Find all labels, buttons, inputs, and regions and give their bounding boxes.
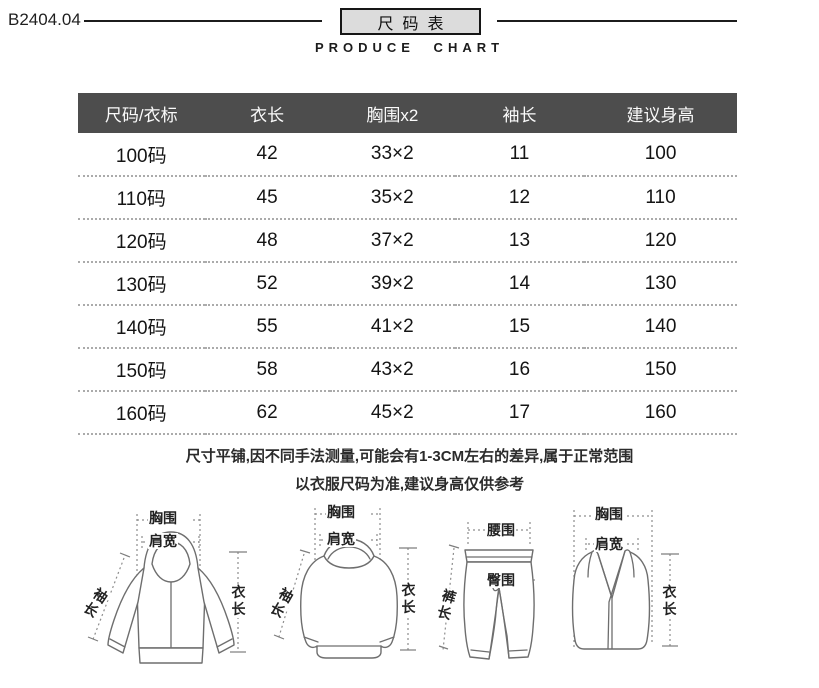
subtitle-text: PRODUCE CHART [314,40,505,55]
label-garment-length: 衣长 [661,584,678,618]
label-shoulder: 肩宽 [326,531,356,547]
label-garment-length: 衣长 [230,584,247,618]
cell-sleeve: 13 [454,219,585,263]
size-chart-title: 尺码表 [377,15,453,33]
cell-size: 150码 [78,348,205,392]
cell-height: 110 [584,176,737,220]
cell-chest: 45×2 [329,391,455,435]
table-row: 120码 48 37×2 13 120 [78,219,737,263]
cell-sleeve: 17 [454,391,585,435]
cell-height: 100 [584,133,737,177]
size-chart-title-box: 尺码表 [340,8,481,35]
garment-diagrams: 胸围 肩宽 袖长 衣长 胸围 肩宽 [0,500,819,688]
cell-sleeve: 14 [454,262,585,306]
table-header-row: 尺码/衣标 衣长 胸围x2 袖长 建议身高 [78,93,737,133]
diagram-vest: 胸围 肩宽 衣长 [558,500,698,688]
cell-size: 100码 [78,133,205,177]
header-rule-left [84,20,322,22]
cell-size: 120码 [78,219,205,263]
product-code: B2404.04 [8,10,81,29]
cell-chest: 35×2 [329,176,455,220]
cell-length: 58 [204,348,330,392]
table-row: 150码 58 43×2 16 150 [78,348,737,392]
size-table: 尺码/衣标 衣长 胸围x2 袖长 建议身高 100码 42 33×2 11 10… [78,93,737,435]
label-chest: 胸围 [148,510,178,526]
cell-length: 45 [204,176,330,220]
cell-length: 52 [204,262,330,306]
diagram-sweatshirt: 胸围 肩宽 袖长 衣长 [258,500,438,688]
cell-height: 120 [584,219,737,263]
measurement-notes: 尺寸平铺,因不同手法测量,可能会有1-3CM左右的差异,属于正常范围 以衣服尺码… [0,443,819,499]
cell-height: 160 [584,391,737,435]
cell-length: 55 [204,305,330,349]
label-chest: 胸围 [326,504,356,520]
cell-length: 42 [204,133,330,177]
note-line-2: 以衣服尺码为准,建议身高仅供参考 [294,476,525,493]
table-row: 110码 45 35×2 12 110 [78,176,737,220]
subtitle: PRODUCE CHART [0,40,819,55]
cell-size: 130码 [78,262,205,306]
cell-sleeve: 11 [454,133,585,177]
col-header-sleeve: 袖长 [454,93,585,133]
cell-size: 140码 [78,305,205,349]
col-header-garment-length: 衣长 [204,93,330,133]
cell-sleeve: 12 [454,176,585,220]
col-header-size: 尺码/衣标 [78,93,205,133]
table-row: 100码 42 33×2 11 100 [78,133,737,177]
size-table-header: 尺码/衣标 衣长 胸围x2 袖长 建议身高 [78,93,737,133]
table-row: 130码 52 39×2 14 130 [78,262,737,306]
cell-chest: 41×2 [329,305,455,349]
pants-drawing [438,522,538,660]
diagram-pants: 腰围 臀围 裤长 [433,500,588,688]
table-row: 140码 55 41×2 15 140 [78,305,737,349]
label-garment-length: 衣长 [400,582,417,616]
cell-height: 130 [584,262,737,306]
cell-chest: 33×2 [329,133,455,177]
header-rule-right [497,20,737,22]
vest-drawing [571,510,679,650]
label-shoulder: 肩宽 [148,533,178,549]
cell-length: 62 [204,391,330,435]
col-header-chest: 胸围x2 [329,93,455,133]
cell-chest: 37×2 [329,219,455,263]
table-row: 160码 62 45×2 17 160 [78,391,737,435]
label-chest: 胸围 [594,506,624,522]
cell-size: 110码 [78,176,205,220]
cell-sleeve: 15 [454,305,585,349]
cell-height: 150 [584,348,737,392]
col-header-height: 建议身高 [584,93,737,133]
cell-sleeve: 16 [454,348,585,392]
cell-length: 48 [204,219,330,263]
diagram-hooded-jacket: 胸围 肩宽 袖长 衣长 [78,500,260,688]
note-line-1: 尺寸平铺,因不同手法测量,可能会有1-3CM左右的差异,属于正常范围 [185,448,634,465]
label-shoulder: 肩宽 [594,536,624,552]
cell-height: 140 [584,305,737,349]
label-hip: 臀围 [486,572,516,588]
label-waist: 腰围 [486,522,516,538]
cell-size: 160码 [78,391,205,435]
cell-chest: 39×2 [329,262,455,306]
cell-chest: 43×2 [329,348,455,392]
